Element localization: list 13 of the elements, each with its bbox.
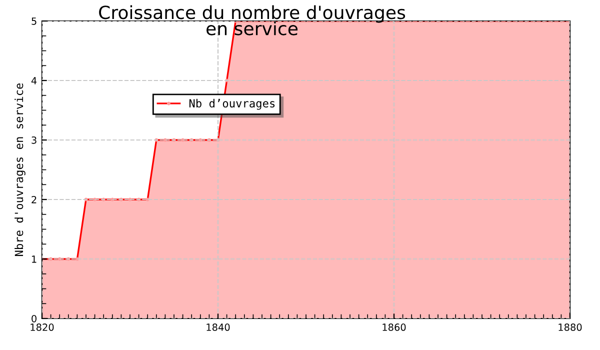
y-tick-label: 5 [32, 18, 36, 25]
legend-label: Nb d’ouvrages [189, 98, 275, 110]
x-tick-label: 1880 [558, 324, 582, 331]
y-tick-label: 0 [32, 314, 36, 322]
y-tick-label: 1 [32, 256, 36, 263]
x-tick-label: 1840 [206, 324, 230, 331]
y-tick-label: 4 [31, 77, 37, 84]
y-tick-label: 3 [32, 136, 36, 144]
y-tick-label: 2 [32, 196, 36, 204]
x-tick-label: 1820 [30, 324, 54, 331]
x-tick-label: 1860 [382, 324, 406, 331]
chart-title: Croissance du nombre d'ouvrages en service [99, 5, 406, 36]
y-axis-title: Nbre d'ouvrages en service [14, 83, 26, 256]
